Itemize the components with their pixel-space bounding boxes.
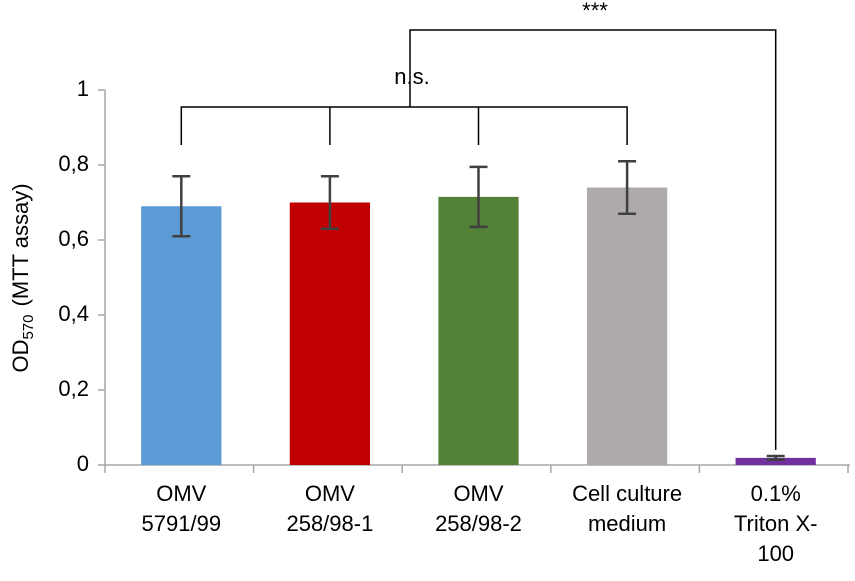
x-tick-label: 0.1% xyxy=(751,481,801,506)
y-label-subscript: 570 xyxy=(20,315,37,340)
error-bar xyxy=(172,175,191,238)
bar xyxy=(586,187,668,465)
x-tick-label: 258/98-1 xyxy=(286,511,373,536)
bracket xyxy=(409,29,777,450)
x-tick-label: medium xyxy=(588,511,666,536)
y-tick-label: 1 xyxy=(77,76,89,101)
x-tick-label: 5791/99 xyxy=(142,511,222,536)
y-label-main: OD xyxy=(8,340,33,373)
error-bar xyxy=(320,175,339,230)
bracket xyxy=(180,106,628,145)
y-tick-label: 0,2 xyxy=(58,376,89,401)
x-tick-label: Cell culture xyxy=(572,481,682,506)
annotation: n.s. xyxy=(394,64,429,89)
y-tick-label: 0,4 xyxy=(58,301,89,326)
annotation: *** xyxy=(582,0,608,23)
x-tick-label: Triton X- xyxy=(734,511,818,536)
bar xyxy=(289,202,371,465)
error-bar xyxy=(618,160,637,215)
y-axis-label: OD570 (MTT assay) xyxy=(8,183,37,372)
x-tick-label: OMV xyxy=(156,481,206,506)
bar xyxy=(438,196,519,465)
error-bar xyxy=(766,454,785,461)
y-tick-label: 0 xyxy=(77,451,89,476)
x-tick-label: 100 xyxy=(757,541,794,566)
y-label-suffix: (MTT assay) xyxy=(8,183,33,306)
x-tick-label: 258/98-2 xyxy=(435,511,522,536)
x-tick-label: OMV xyxy=(305,481,355,506)
error-bar xyxy=(469,165,488,229)
bar xyxy=(141,206,222,465)
y-tick-label: 0,8 xyxy=(58,151,89,176)
y-tick-label: 0,6 xyxy=(58,226,89,251)
x-tick-label: OMV xyxy=(453,481,503,506)
bar xyxy=(735,457,816,465)
